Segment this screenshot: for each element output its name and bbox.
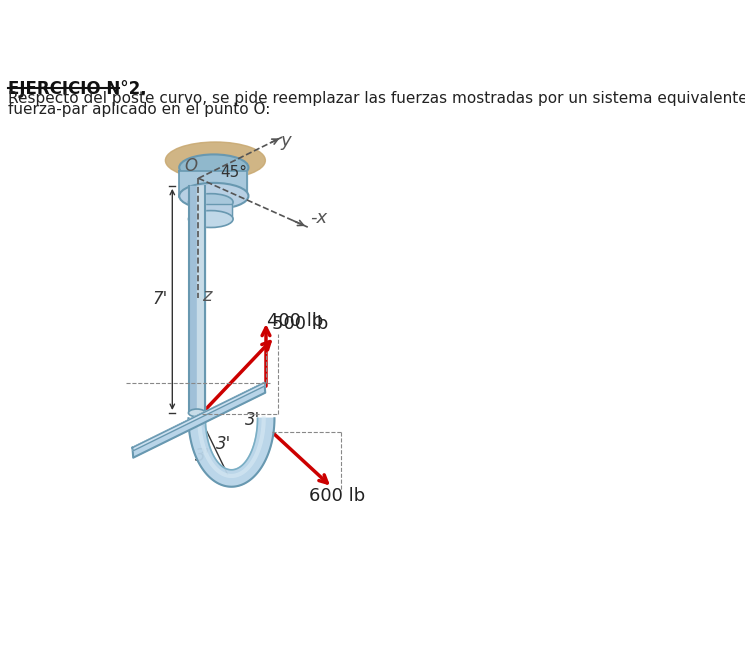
Ellipse shape [180,154,248,181]
Text: 400 lb: 400 lb [267,312,323,330]
Text: 7': 7' [153,290,168,308]
Text: Respecto del poste curvo, se pide reemplazar las fuerzas mostradas por un sistem: Respecto del poste curvo, se pide reempl… [7,92,745,106]
Ellipse shape [188,409,206,417]
Text: EJERCICIO N°2.: EJERCICIO N°2. [7,80,146,98]
Text: -x: -x [310,209,327,227]
Text: O: O [185,157,197,175]
Polygon shape [197,186,205,413]
Ellipse shape [188,210,233,228]
Text: fuerza-par aplicado en el punto O:: fuerza-par aplicado en el punto O: [7,102,270,117]
Text: y: y [281,132,291,150]
Text: 3': 3' [194,447,210,465]
Ellipse shape [180,183,248,209]
Text: 600 lb: 600 lb [309,488,365,505]
Polygon shape [180,170,247,197]
Polygon shape [133,382,265,451]
Text: 3': 3' [216,435,232,453]
Polygon shape [189,204,232,219]
Polygon shape [133,382,265,458]
Ellipse shape [188,194,233,210]
Text: 45°: 45° [220,164,247,180]
Text: z: z [203,286,212,304]
Polygon shape [188,418,274,487]
Polygon shape [189,186,197,413]
Ellipse shape [165,142,265,179]
Text: 3': 3' [245,412,261,430]
Text: 500 lb: 500 lb [272,315,329,333]
